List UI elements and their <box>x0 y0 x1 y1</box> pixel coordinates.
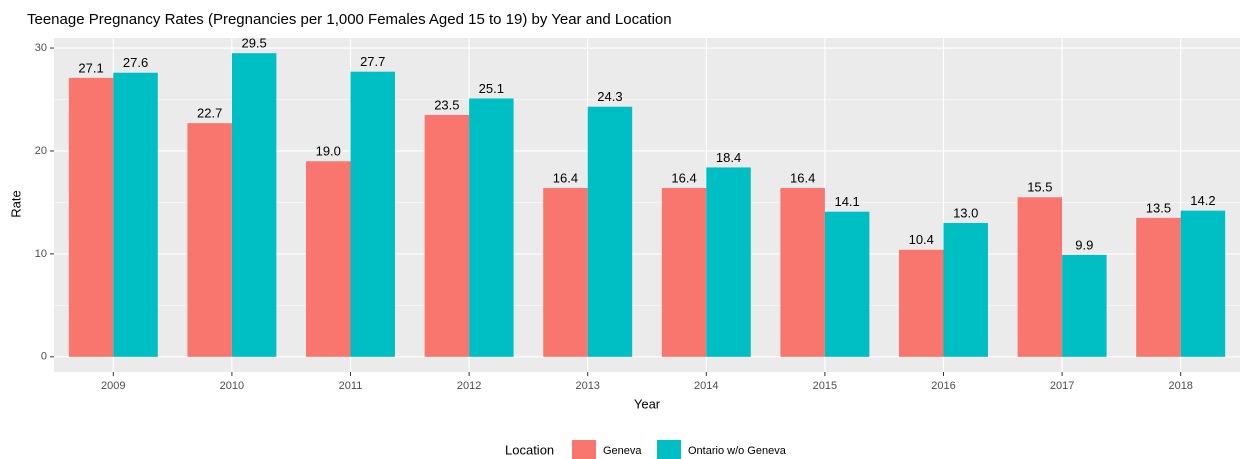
y-tick-label: 0 <box>41 351 47 363</box>
x-tick-label: 2010 <box>220 380 244 392</box>
data-label: 25.1 <box>479 81 504 96</box>
bar <box>899 249 944 357</box>
y-tick-label: 10 <box>35 248 47 260</box>
bar <box>661 188 707 357</box>
bar <box>68 77 114 357</box>
data-label: 15.5 <box>1027 180 1052 195</box>
data-label: 16.4 <box>671 170 696 185</box>
x-tick-label: 2016 <box>931 380 955 392</box>
legend-key <box>572 440 596 459</box>
x-tick-label: 2013 <box>575 380 599 392</box>
x-tick-label: 2018 <box>1168 380 1192 392</box>
bar <box>1180 210 1226 357</box>
y-axis-label: Rate <box>8 190 23 217</box>
bar <box>1136 217 1181 357</box>
bar <box>469 98 514 357</box>
data-label: 13.0 <box>953 205 978 220</box>
x-tick-label: 2015 <box>813 380 837 392</box>
data-label: 27.6 <box>123 55 148 70</box>
data-label: 10.4 <box>909 232 934 247</box>
x-tick-label: 2014 <box>694 380 718 392</box>
y-tick-label: 30 <box>35 42 47 54</box>
data-label: 14.1 <box>834 194 859 209</box>
data-label: 16.4 <box>553 170 578 185</box>
data-label: 19.0 <box>316 144 341 159</box>
bar <box>543 188 588 357</box>
x-tick-label: 2017 <box>1050 380 1074 392</box>
data-label: 18.4 <box>716 150 741 165</box>
data-label: 24.3 <box>597 89 622 104</box>
bar <box>424 114 470 357</box>
y-tick-label: 20 <box>35 145 47 157</box>
data-label: 27.1 <box>78 60 103 75</box>
data-label: 23.5 <box>434 97 459 112</box>
bar <box>306 161 351 357</box>
bar <box>824 211 870 357</box>
bar <box>1017 197 1063 357</box>
x-axis-label: Year <box>634 396 661 411</box>
legend-key <box>657 440 681 459</box>
bar <box>231 53 277 357</box>
bar <box>1062 254 1107 357</box>
x-tick-label: 2012 <box>457 380 481 392</box>
data-label: 27.7 <box>360 54 385 69</box>
data-label: 16.4 <box>790 170 815 185</box>
legend-title: Location <box>505 442 554 457</box>
data-label: 29.5 <box>241 36 266 51</box>
bar <box>350 71 395 357</box>
data-label: 9.9 <box>1075 237 1093 252</box>
chart-title: Teenage Pregnancy Rates (Pregnancies per… <box>27 11 672 28</box>
bar <box>780 188 825 357</box>
legend-label: Geneva <box>603 445 642 457</box>
x-tick-label: 2009 <box>101 380 125 392</box>
data-label: 14.2 <box>1190 193 1215 208</box>
bar <box>187 123 232 357</box>
bar <box>587 106 633 357</box>
bar <box>706 167 751 357</box>
bar <box>943 223 988 357</box>
x-tick-label: 2011 <box>339 380 363 392</box>
bar <box>113 72 158 357</box>
legend-label: Ontario w/o Geneva <box>688 445 787 457</box>
data-label: 13.5 <box>1146 200 1171 215</box>
data-label: 22.7 <box>197 106 222 121</box>
